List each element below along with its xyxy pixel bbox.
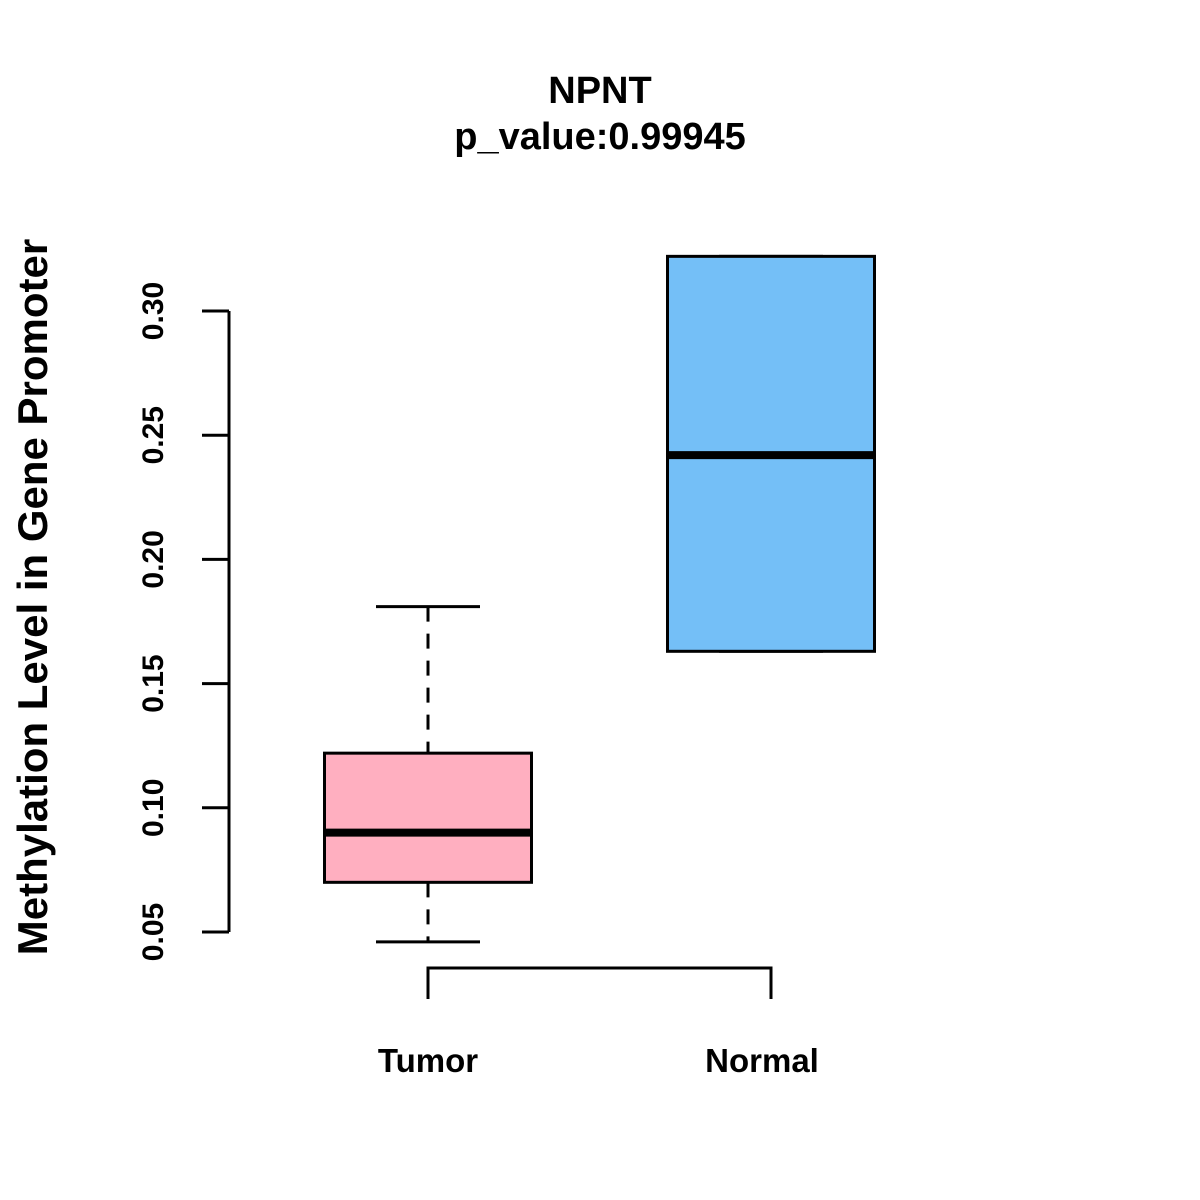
y-tick-label: 0.05: [137, 903, 170, 961]
y-tick-label: 0.20: [137, 530, 170, 588]
x-label-tumor: Tumor: [377, 1042, 479, 1079]
chart-title: NPNT: [548, 70, 652, 112]
y-tick-label: 0.25: [137, 406, 170, 464]
x-axis-bracket: [426, 966, 773, 999]
y-tick-label: 0.15: [137, 654, 170, 712]
chart-subtitle: p_value:0.99945: [454, 116, 746, 158]
y-tick-label: 0.10: [137, 779, 170, 837]
x-label-normal: Normal: [705, 1042, 819, 1079]
box-tumor: [323, 751, 533, 884]
chart-title-block: NPNT p_value:0.99945: [0, 68, 1200, 160]
y-tick-label: 0.30: [137, 282, 170, 340]
